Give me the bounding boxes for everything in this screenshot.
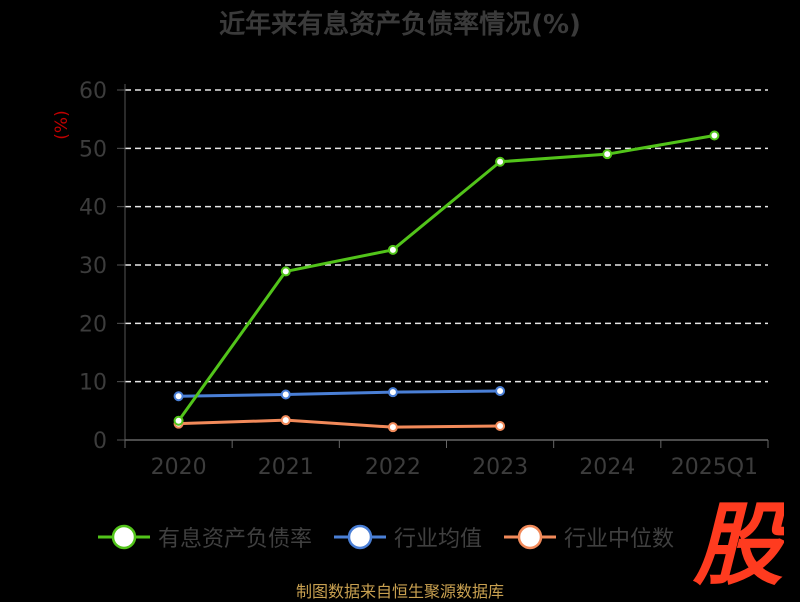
y-tick-label: 30 — [79, 254, 107, 279]
legend-item[interactable]: 行业中位数 — [502, 520, 674, 554]
legend-label: 行业中位数 — [564, 527, 675, 552]
data-point — [280, 389, 291, 400]
y-tick-label: 50 — [79, 137, 107, 162]
legend: 有息资产负债率 行业均值 行业中位数 — [96, 519, 674, 555]
legend-swatch — [334, 524, 387, 550]
legend-item[interactable]: 有息资产负债率 — [96, 520, 312, 554]
y-tick-label: 60 — [79, 79, 107, 104]
series-line — [178, 418, 501, 429]
x-tick-label: 2022 — [365, 455, 421, 480]
y-tick-label: 20 — [79, 312, 107, 337]
series-line — [178, 389, 501, 398]
axes: 0 10 20 30 40 50 60 2020 2021 2022 2023 2024 2025Q1 — [79, 79, 769, 480]
x-tick-label: 2023 — [472, 455, 528, 480]
data-point — [495, 421, 506, 431]
chart-title: 近年来有息资产负债率情况(%) — [219, 10, 581, 40]
legend-item[interactable]: 行业均值 — [332, 520, 482, 554]
series-line — [177, 134, 715, 422]
svg-text:股: 股 — [692, 496, 784, 588]
data-point — [387, 244, 398, 255]
y-tick-label: 0 — [93, 429, 107, 454]
y-tick-label: 40 — [79, 196, 107, 221]
x-tick-label: 2025Q1 — [671, 455, 758, 480]
data-point — [280, 415, 291, 426]
legend-label: 有息资产负债率 — [158, 527, 313, 552]
data-point — [602, 149, 613, 160]
data-point — [173, 391, 184, 402]
legend-swatch — [504, 524, 557, 550]
x-tick-label: 2024 — [579, 455, 635, 480]
data-point — [495, 156, 506, 167]
data-point — [495, 386, 506, 396]
legend-swatch — [98, 524, 150, 550]
y-tick-label: 10 — [79, 371, 107, 396]
brand-logo-watermark: 股 — [692, 496, 784, 588]
data-point — [280, 266, 291, 277]
data-point — [173, 415, 184, 426]
data-point — [387, 387, 398, 398]
x-tick-label: 2021 — [258, 455, 314, 480]
x-tick-label: 2020 — [151, 455, 207, 480]
data-point — [709, 130, 720, 141]
gridlines — [125, 89, 768, 383]
series — [173, 130, 720, 433]
source-note: 制图数据来自恒生聚源数据库 — [295, 582, 504, 601]
data-point — [387, 422, 398, 433]
legend-label: 行业均值 — [394, 527, 483, 552]
